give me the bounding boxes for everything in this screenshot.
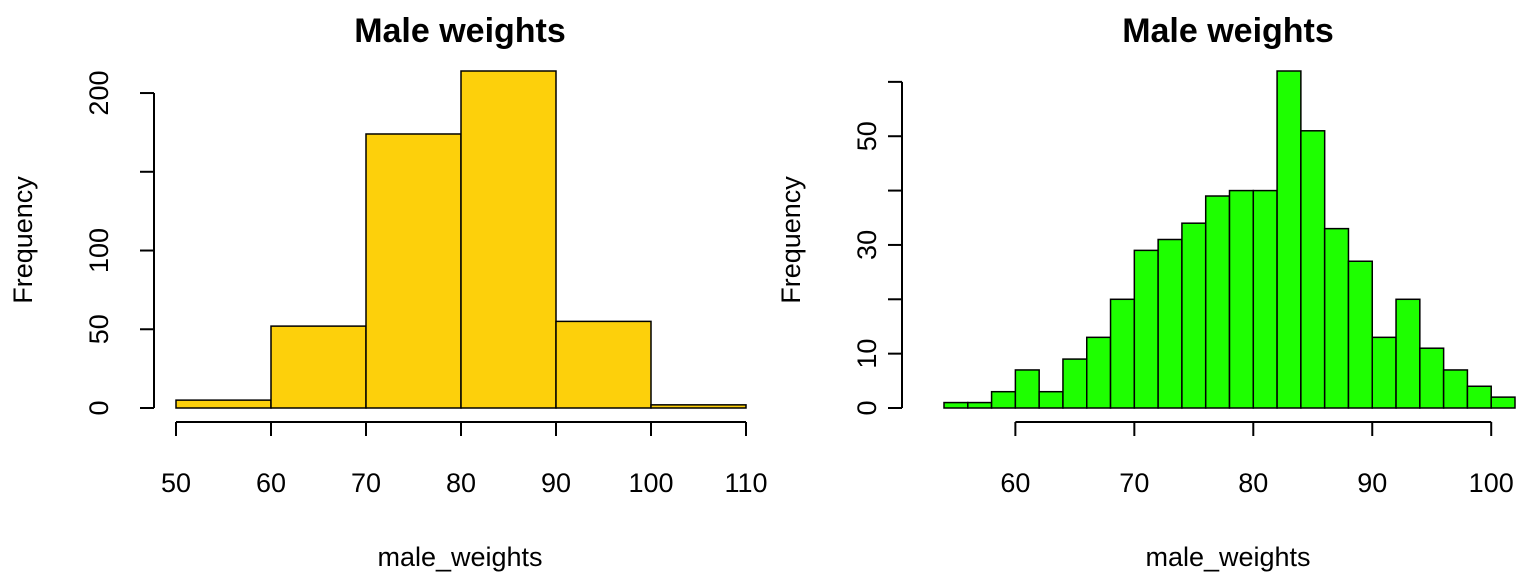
y-axis-label: Frequency — [776, 176, 806, 304]
y-tick-label: 100 — [84, 228, 114, 273]
histogram-bar — [1466, 385, 1492, 409]
histogram-bar — [650, 404, 747, 409]
histogram-bar — [1419, 347, 1445, 409]
x-tick-label: 70 — [351, 468, 381, 498]
histogram-bar — [1252, 189, 1278, 409]
histogram-bar — [1276, 70, 1302, 409]
histogram-bar — [270, 325, 367, 409]
histogram-left: Male weights male_weights Frequency 50 60… — [8, 12, 768, 572]
x-tick-label: 110 — [724, 468, 767, 498]
histogram-bar — [555, 320, 652, 409]
histogram-bar — [175, 399, 272, 409]
histogram-bar — [1204, 195, 1231, 409]
histogram-bar — [990, 390, 1017, 409]
y-tick-label: 10 — [852, 339, 882, 369]
histogram-bar — [1300, 130, 1326, 409]
y-axis: 0 50 100 200 — [84, 71, 155, 416]
histogram-bar — [967, 401, 993, 409]
histogram-bar — [1062, 358, 1088, 409]
histogram-bar — [1371, 336, 1397, 409]
histogram-bar — [1490, 396, 1516, 409]
bars — [943, 70, 1516, 409]
x-tick-label: 50 — [161, 468, 191, 498]
y-tick-label: 200 — [84, 71, 114, 116]
y-axis: 0 10 30 50 — [852, 80, 903, 416]
histogram-bar — [1038, 390, 1064, 409]
y-tick-label: 0 — [852, 400, 882, 415]
histogram-bar — [365, 133, 462, 409]
x-tick-label: 90 — [541, 468, 571, 498]
histogram-right: Male weights male_weights Frequency 60 70… — [776, 12, 1516, 572]
y-axis-label: Frequency — [8, 176, 38, 304]
x-axis: 60 70 80 90 100 — [1000, 421, 1514, 498]
histogram-bar — [1442, 369, 1469, 409]
chart-title: Male weights — [1122, 12, 1334, 50]
x-tick-label: 100 — [628, 468, 673, 498]
y-tick-label: 30 — [852, 230, 882, 260]
x-tick-label: 70 — [1119, 468, 1149, 498]
histogram-bar — [1014, 369, 1040, 409]
bars — [175, 70, 747, 409]
x-tick-label: 60 — [256, 468, 286, 498]
histogram-bar — [943, 401, 969, 409]
histogram-bar — [1323, 227, 1350, 409]
x-tick-label: 60 — [1000, 468, 1030, 498]
histogram-bar — [1109, 298, 1136, 409]
x-axis-label: male_weights — [377, 542, 542, 572]
histogram-bar — [1157, 238, 1183, 409]
x-axis: 50 60 70 80 90 100 110 — [161, 421, 768, 498]
x-tick-label: 100 — [1469, 468, 1514, 498]
x-axis-label: male_weights — [1145, 542, 1310, 572]
y-tick-label: 50 — [852, 121, 882, 151]
y-tick-label: 0 — [84, 400, 114, 415]
histogram-bar — [1228, 189, 1255, 409]
chart-title: Male weights — [354, 12, 566, 50]
y-tick-label: 50 — [84, 314, 114, 344]
histogram-bar — [1347, 260, 1374, 409]
histogram-bar — [460, 70, 557, 409]
histogram-bar — [1086, 336, 1112, 409]
histogram-bar — [1181, 222, 1207, 409]
histogram-bar — [1133, 249, 1159, 409]
x-tick-label: 80 — [1238, 468, 1268, 498]
x-tick-label: 80 — [446, 468, 476, 498]
x-tick-label: 90 — [1357, 468, 1387, 498]
histogram-bar — [1395, 298, 1421, 409]
